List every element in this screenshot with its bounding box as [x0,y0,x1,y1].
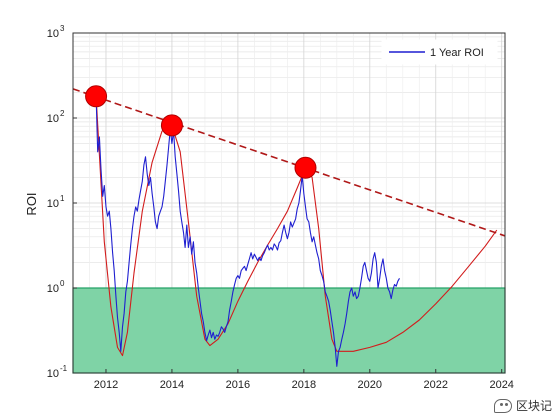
peak-marker [85,85,108,108]
x-tick-label: 2024 [489,379,513,391]
shaded-band [72,287,506,374]
roi-series-line [95,96,400,367]
x-tick-label: 2018 [292,379,316,391]
x-tick-label: 2014 [160,379,184,391]
y-tick-exponent: 3 [60,24,65,33]
legend: 1 Year ROI [381,39,498,65]
y-tick-label: 10 [47,368,59,380]
peak-markers [85,85,317,179]
x-tick-label: 2016 [226,379,250,391]
x-tick-label: 2012 [94,379,118,391]
watermark-text: 区块记 [515,399,552,413]
chat-bubble-icon [493,398,512,413]
y-tick-label: 10 [47,283,59,295]
legend-label: 1 Year ROI [430,47,484,59]
peak-marker [294,156,317,179]
y-tick-exponent: 1 [60,194,65,203]
x-tick-label: 2020 [358,379,382,391]
y-tick-exponent: 2 [60,109,65,118]
y-tick-label: 10 [47,198,59,210]
y-tick-exponent: -1 [60,364,68,373]
watermark: 区块记 [493,397,552,414]
series-layer [72,88,506,367]
y-axis-label: ROI [24,192,39,215]
trend-line [72,88,506,237]
y-tick-label: 10 [47,113,59,125]
x-axis-ticks: 2012 2014 2016 2018 2020 2022 2024 [94,369,514,391]
cycle-fit-line [95,96,498,357]
y-tick-exponent: 0 [60,279,65,288]
y-tick-label: 10 [47,28,59,40]
peak-marker [160,114,183,137]
x-tick-label: 2022 [424,379,448,391]
